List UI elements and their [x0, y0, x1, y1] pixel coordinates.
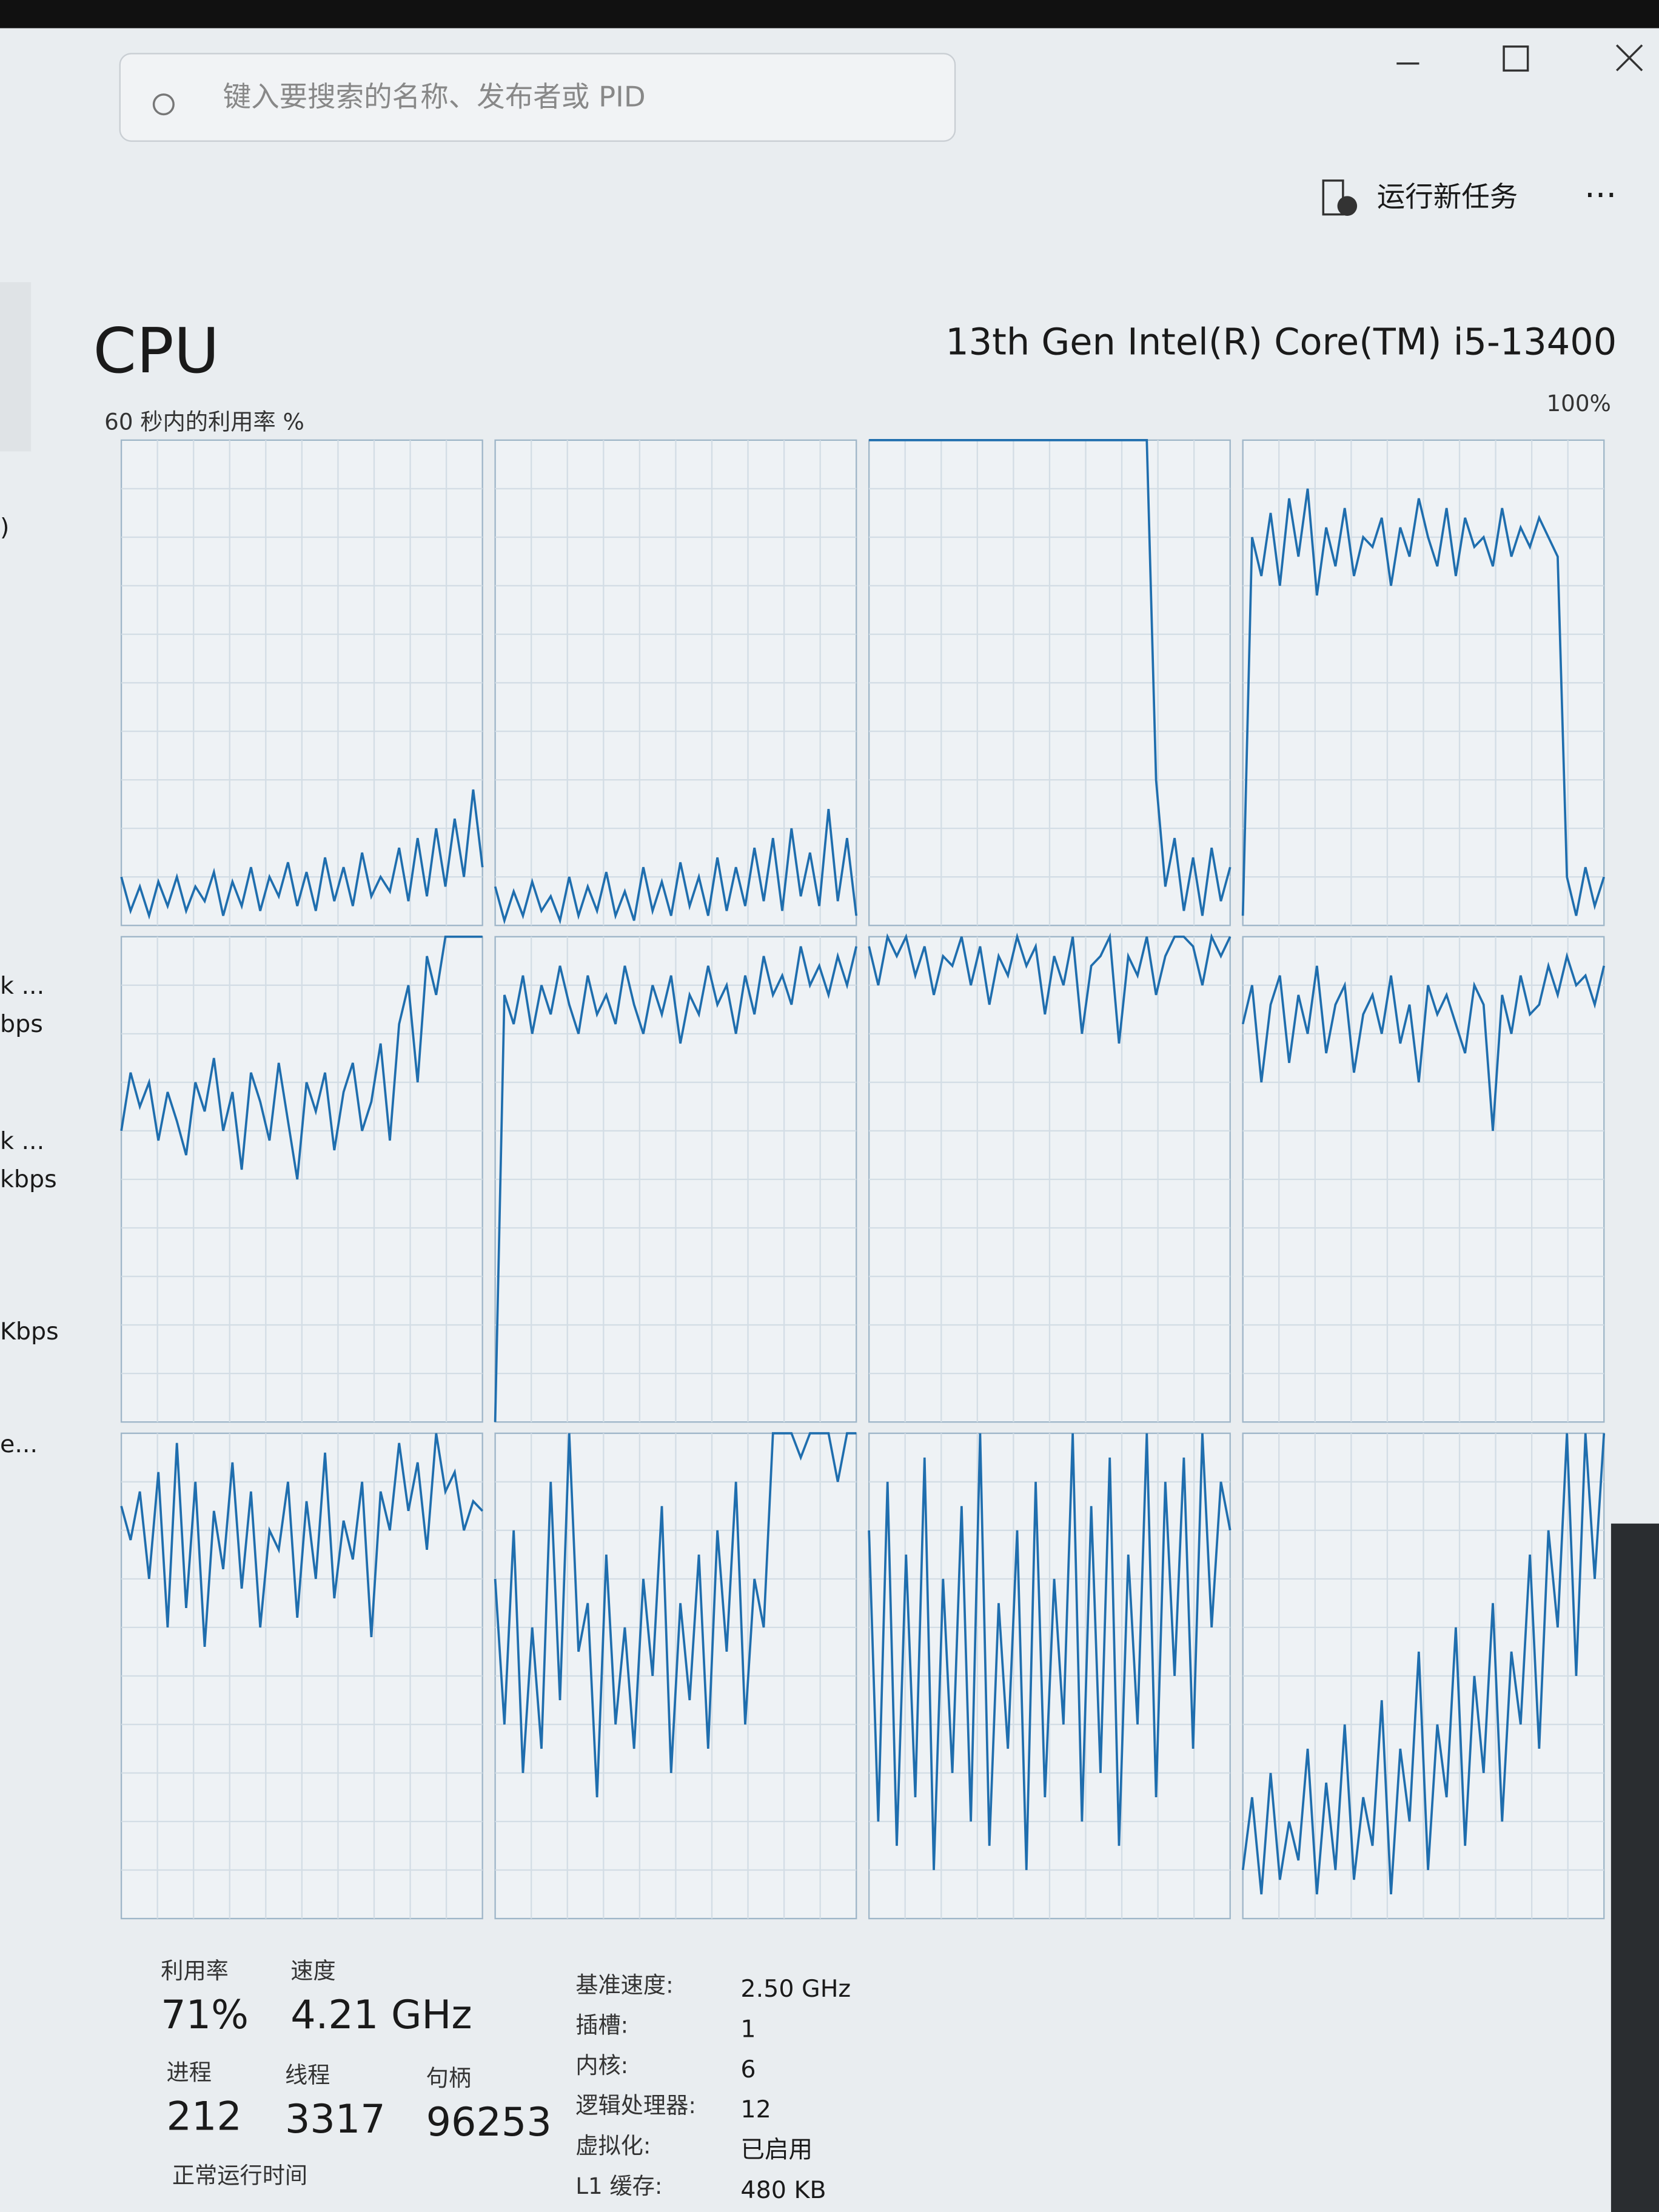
- search-icon: [152, 93, 175, 116]
- detail-label: 插槽:: [575, 2012, 628, 2039]
- detail-value: 480 KB: [740, 2176, 826, 2204]
- detail-label: L1 缓存:: [575, 2173, 662, 2199]
- graph-label: 60 秒内的利用率 %: [104, 408, 304, 435]
- detail-value: 1: [740, 2016, 756, 2043]
- graph-max: 100%: [1546, 390, 1610, 417]
- usage-line: [494, 1432, 857, 1798]
- detail-value: 2.50 GHz: [740, 1975, 851, 2003]
- more-menu[interactable]: ···: [1584, 176, 1617, 215]
- search-box[interactable]: [119, 53, 956, 142]
- detail-label: 逻辑处理器:: [575, 2092, 696, 2119]
- run-task-label: 运行新任务: [1377, 181, 1518, 213]
- stat-label: 速度: [290, 1957, 335, 1984]
- sidebar-item: k ...: [0, 1127, 44, 1155]
- right-bezel: [1610, 1523, 1659, 2212]
- usage-line: [1241, 488, 1606, 916]
- sidebar-item: ): [0, 514, 9, 541]
- maximize[interactable]: [1503, 45, 1529, 72]
- usage-line: [1241, 951, 1606, 1131]
- detail-value: 6: [740, 2056, 756, 2083]
- detail-label: 虚拟化:: [575, 2132, 651, 2159]
- usage-line: [494, 808, 858, 925]
- run-task-icon-plus: [1337, 196, 1358, 216]
- search-placeholder: 键入要搜索的名称、发布者或 PID: [223, 80, 646, 113]
- stat-label: 进程: [167, 2059, 212, 2085]
- sidebar-highlight: [0, 282, 32, 452]
- stats: 利用率 71% 速度 4.21 GHz 进程 212 线程 3317 句柄 96253 正常运行时间…: [161, 1957, 851, 2204]
- run-task-button[interactable]: 运行新任务: [1322, 179, 1518, 216]
- stat-value: 3317: [285, 2097, 386, 2142]
- stat-value: 212: [167, 2094, 242, 2140]
- sidebar-item: e...: [0, 1430, 38, 1458]
- sidebar: ) k ... bps k ... kbps Kbps e...: [0, 514, 59, 1458]
- close[interactable]: [1615, 44, 1643, 72]
- top-bezel: [0, 0, 1659, 28]
- usage-line: [120, 789, 484, 920]
- page-title: CPU: [93, 315, 220, 387]
- detail-value: 12: [740, 2096, 771, 2123]
- detail-label: 基准速度:: [575, 1971, 673, 1998]
- sidebar-item: k ...: [0, 972, 44, 1000]
- sidebar-item: kbps: [0, 1165, 57, 1193]
- usage-line: [494, 946, 858, 1423]
- usage-line: [868, 1433, 1232, 1871]
- usage-line: [868, 932, 1232, 1044]
- stat-value: 96253: [426, 2100, 552, 2145]
- sidebar-item: bps: [0, 1010, 43, 1038]
- stat-label: 句柄: [426, 2065, 471, 2091]
- stat-value: 71%: [161, 1992, 249, 2038]
- detail-value: 已启用: [740, 2136, 813, 2163]
- usage-line: [120, 935, 483, 1180]
- cpu-graphs: [120, 439, 1606, 1920]
- detail-label: 内核:: [575, 2052, 628, 2079]
- stat-label: 利用率: [161, 1957, 229, 1984]
- stat-value: 4.21 GHz: [290, 1992, 472, 2038]
- usage-line: [1241, 1433, 1606, 1895]
- usage-line: [120, 1433, 484, 1647]
- stat-label: 线程: [285, 2062, 330, 2088]
- cpu-name: 13th Gen Intel(R) Core(TM) i5-13400: [945, 321, 1617, 363]
- stat-label: 正常运行时间: [172, 2162, 307, 2188]
- usage-line: [869, 439, 1232, 916]
- sidebar-item: Kbps: [0, 1318, 59, 1346]
